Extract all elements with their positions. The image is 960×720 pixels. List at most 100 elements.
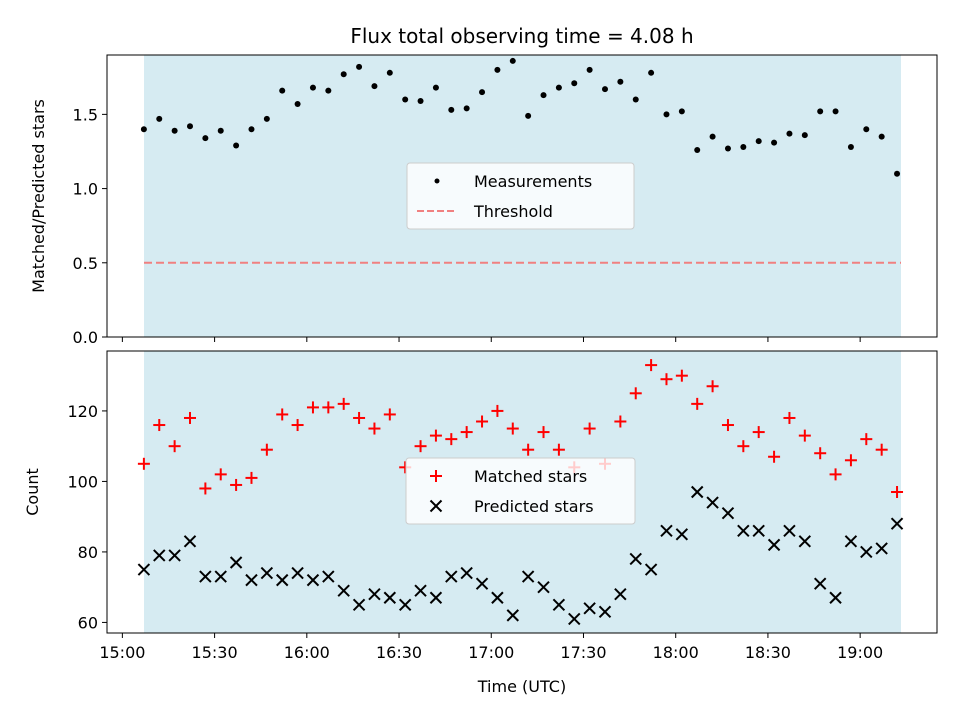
predicted-star-point [629,552,642,566]
x-tick-label: 15:00 [99,643,145,662]
matched-star-point [629,387,642,400]
matched-star-point [306,401,319,414]
legend-measurements-marker [434,178,440,184]
predicted-star-point [168,549,181,562]
matched-star-point [137,457,150,470]
measurement-point [463,105,470,112]
predicted-star-point [752,524,765,537]
measurement-point [140,126,147,133]
measurement-point [602,86,608,93]
predicted-star-point [260,566,274,580]
predicted-star-point [737,524,750,537]
predicted-star-point [598,605,612,619]
measurement-point [417,98,424,105]
measurement-point [617,78,624,85]
y-tick-label: 100 [67,472,98,491]
x-tick-label: 18:00 [653,643,699,662]
matched-star-point [844,454,857,467]
matched-star-point [675,369,688,382]
predicted-star-point [276,573,289,587]
ratio-panel: 0.0 0.5 1.0 1.5 Flux total observing time =… [29,24,938,347]
measurement-point [217,127,224,134]
y-tick-label: 1.0 [73,180,98,199]
ratio-x-ticks [121,337,861,342]
measurement-point [555,84,562,91]
matched-star-point [260,443,273,456]
matched-star-point [721,419,734,432]
predicted-star-point [813,577,827,590]
matched-star-point [199,482,212,495]
predicted-star-point [798,535,812,548]
predicted-star-point [521,570,535,583]
matched-star-point [522,443,535,456]
x-tick-label: 16:30 [376,643,422,662]
time-x-axis-label: Time (UTC) [477,677,566,696]
measurement-point [202,135,209,142]
predicted-star-point [660,524,673,537]
measurement-point [571,80,578,87]
matched-star-point [691,397,704,410]
measurement-point [279,87,286,94]
y-tick-label: 80 [78,543,98,562]
measurement-point [755,138,762,145]
measurement-point [586,66,593,73]
matched-star-point [537,426,550,439]
matched-star-point [383,408,396,421]
matched-star-point [614,415,627,428]
measurement-point [371,83,378,90]
legend-matched-label: Matched stars [474,467,587,486]
matched-star-point [706,380,719,393]
matched-star-point [445,433,458,446]
count-panel: 60 80 100 120 15:00 15:30 16:00 16:30 17:00 17:3… [23,350,938,696]
legend-plus [430,470,442,482]
predicted-star-point [783,524,796,537]
measurement-point [847,144,854,151]
matched-star-point [337,397,350,410]
legend-matched-marker [430,470,442,482]
matched-star-point [798,429,811,442]
measurement-point [771,139,778,146]
measurement-point [709,133,716,140]
predicted-star-point [675,528,689,541]
measurement-point [894,170,901,177]
predicted-star-point [199,570,212,583]
legend-predicted-label: Predicted stars [474,497,594,516]
ratio-y-axis: 0.0 0.5 1.0 1.5 [73,105,107,347]
measurement-point [340,71,347,78]
measurement-point [724,145,731,152]
measurement-point [525,112,532,119]
matched-star-point [660,373,673,386]
predicted-star-point [691,485,704,499]
matched-star-point [414,440,427,453]
matched-star-point [768,450,781,463]
predicted-star-point [337,584,350,597]
measurement-point [863,126,870,133]
measurement-point [233,142,240,149]
predicted-star-point [137,563,151,576]
predicted-star-point [552,598,566,612]
matched-star-point [230,478,243,491]
predicted-star-point [706,496,719,509]
measurement-point [294,100,301,107]
matched-star-point [245,471,258,484]
predicted-star-point [890,517,904,530]
matched-star-point [184,411,196,424]
count-y-axis-label: Count [23,468,42,516]
ratio-y-axis-label: Matched/Predicted stars [29,99,48,293]
measurement-point [386,69,393,76]
matched-star-point [645,359,658,372]
predicted-star-point [568,612,581,626]
matched-star-point [153,419,166,432]
predicted-star-point [644,563,658,576]
predicted-star-point [583,602,596,615]
matched-star-point [214,468,227,481]
predicted-star-point [429,591,443,604]
x-tick-label: 18:30 [745,643,791,662]
matched-star-point [506,422,519,435]
measurement-point [678,108,685,115]
matched-star-point [168,440,181,453]
predicted-star-point [860,545,873,559]
measurement-point [648,69,655,76]
predicted-star-point [829,591,842,604]
